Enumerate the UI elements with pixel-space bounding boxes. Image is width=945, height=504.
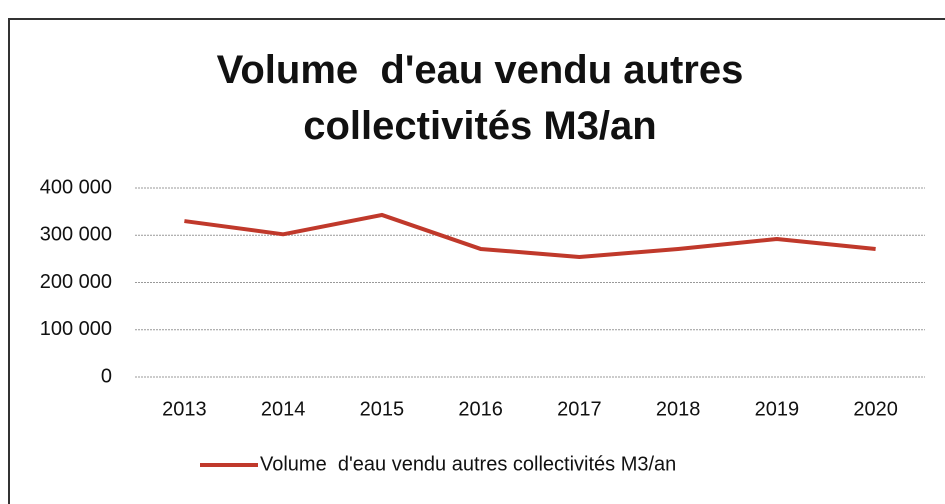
x-tick-label: 2020 (853, 398, 898, 420)
y-tick-label: 400 000 (40, 176, 112, 198)
legend-label: Volume d'eau vendu autres collectivités … (260, 453, 676, 475)
chart-title: Volume d'eau vendu autres collectivités … (216, 48, 755, 148)
x-tick-label: 2014 (261, 398, 306, 420)
x-tick-label: 2018 (656, 398, 701, 420)
x-tick-label: 2013 (162, 398, 207, 420)
y-tick-label: 0 (101, 365, 112, 387)
y-tick-label: 200 000 (40, 271, 112, 293)
x-tick-label: 2015 (360, 398, 405, 420)
y-tick-label: 300 000 (40, 224, 112, 246)
series-line (184, 212, 876, 259)
x-tick-label: 2017 (557, 398, 602, 420)
y-tick-label: 100 000 (40, 318, 112, 340)
chart-frame (8, 18, 945, 504)
x-tick-label: 2019 (755, 398, 800, 420)
x-tick-label: 2016 (458, 398, 503, 420)
